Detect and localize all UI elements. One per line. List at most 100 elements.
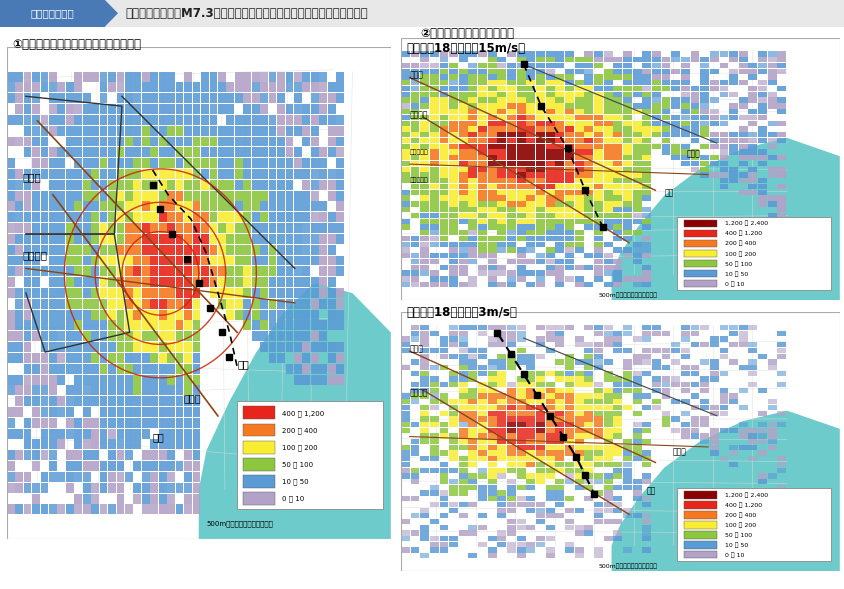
Bar: [108, 375, 116, 385]
Bar: [159, 385, 166, 395]
Bar: [488, 57, 496, 62]
Bar: [302, 137, 311, 147]
Bar: [319, 223, 327, 233]
Bar: [410, 236, 419, 241]
Bar: [633, 247, 641, 253]
Bar: [642, 173, 652, 178]
Bar: [497, 508, 506, 513]
Bar: [449, 399, 458, 405]
Bar: [430, 230, 439, 236]
Bar: [749, 428, 757, 433]
Bar: [614, 434, 622, 439]
Bar: [243, 299, 251, 309]
Bar: [401, 536, 410, 541]
Bar: [623, 479, 632, 484]
Bar: [277, 288, 285, 298]
Bar: [633, 121, 641, 126]
Bar: [527, 80, 535, 85]
Bar: [555, 155, 565, 160]
Bar: [410, 259, 419, 264]
Bar: [176, 277, 183, 287]
Bar: [302, 353, 311, 363]
Bar: [555, 513, 565, 518]
Bar: [459, 348, 468, 353]
Bar: [268, 331, 277, 341]
Bar: [527, 393, 535, 399]
Bar: [100, 407, 107, 417]
Bar: [527, 57, 535, 62]
Bar: [738, 342, 748, 348]
Bar: [729, 445, 738, 450]
Bar: [74, 277, 82, 287]
Bar: [319, 288, 327, 298]
Bar: [738, 178, 748, 184]
Text: 千代田区: 千代田区: [409, 388, 428, 397]
Bar: [701, 422, 709, 427]
Bar: [159, 72, 166, 81]
Bar: [517, 97, 526, 102]
Bar: [623, 150, 632, 155]
Bar: [410, 184, 419, 189]
Bar: [201, 82, 208, 92]
Bar: [720, 121, 728, 126]
Bar: [24, 439, 31, 449]
Bar: [497, 241, 506, 247]
Bar: [652, 132, 661, 137]
Text: 10 － 50: 10 － 50: [283, 479, 309, 485]
Bar: [633, 201, 641, 207]
Bar: [108, 353, 116, 363]
Bar: [584, 370, 593, 376]
Bar: [449, 331, 458, 336]
Bar: [565, 405, 574, 410]
Bar: [468, 230, 478, 236]
Bar: [184, 244, 192, 254]
Bar: [594, 219, 603, 224]
Bar: [440, 74, 448, 80]
Bar: [758, 80, 767, 85]
Bar: [319, 104, 327, 114]
Bar: [594, 331, 603, 336]
Bar: [565, 219, 574, 224]
Bar: [7, 266, 14, 276]
Bar: [488, 342, 496, 348]
Bar: [662, 365, 670, 370]
Bar: [302, 115, 311, 125]
Bar: [527, 456, 535, 461]
Bar: [430, 132, 439, 137]
Bar: [575, 144, 583, 149]
Bar: [167, 299, 175, 309]
Bar: [430, 86, 439, 91]
Bar: [488, 103, 496, 108]
Bar: [336, 212, 344, 222]
Bar: [237, 401, 383, 509]
Bar: [633, 388, 641, 393]
Bar: [235, 288, 242, 298]
Bar: [517, 155, 526, 160]
Bar: [642, 155, 652, 160]
Bar: [603, 445, 613, 450]
Bar: [410, 155, 419, 160]
Bar: [49, 310, 57, 320]
Bar: [710, 155, 719, 160]
Bar: [319, 115, 327, 125]
Bar: [555, 97, 565, 102]
Bar: [401, 103, 410, 108]
Bar: [488, 428, 496, 433]
Bar: [701, 57, 709, 62]
Bar: [167, 375, 175, 385]
Bar: [614, 109, 622, 114]
Bar: [235, 137, 242, 147]
Bar: [142, 320, 149, 330]
Bar: [440, 126, 448, 131]
Bar: [527, 247, 535, 253]
Bar: [32, 407, 40, 417]
Bar: [546, 115, 555, 120]
Bar: [133, 137, 141, 147]
Bar: [536, 207, 545, 212]
Bar: [684, 541, 717, 548]
Bar: [420, 353, 429, 359]
Bar: [410, 276, 419, 282]
Bar: [594, 184, 603, 189]
Bar: [497, 69, 506, 74]
Bar: [159, 439, 166, 449]
